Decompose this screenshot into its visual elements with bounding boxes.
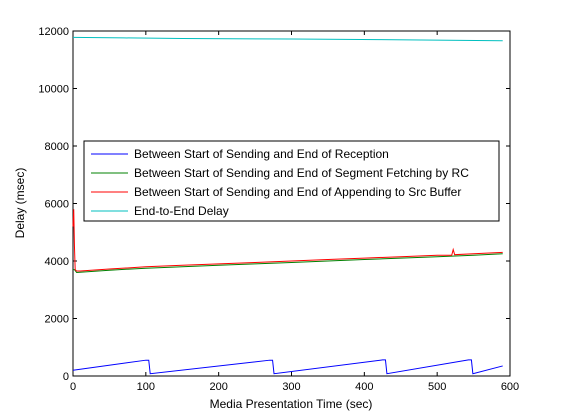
x-tick-label: 500 bbox=[428, 381, 446, 393]
x-tick-label: 200 bbox=[209, 381, 227, 393]
series-line-3 bbox=[72, 209, 503, 272]
legend: Between Start of Sending and End of Rece… bbox=[83, 140, 500, 222]
y-axis-ticks: 0 2000 4000 6000 8000 10000 12000 bbox=[38, 26, 510, 383]
x-tick-label: 100 bbox=[137, 381, 155, 393]
legend-label: End-to-End Delay bbox=[134, 204, 229, 218]
legend-label: Between Start of Sending and End of Segm… bbox=[134, 166, 469, 180]
series-line-2 bbox=[73, 253, 503, 274]
legend-label: Between Start of Sending and End of Rece… bbox=[134, 147, 389, 161]
y-tick-label: 10000 bbox=[38, 84, 69, 96]
y-tick-label: 8000 bbox=[45, 141, 69, 153]
x-tick-label: 400 bbox=[355, 381, 373, 393]
y-tick-label: 2000 bbox=[45, 314, 69, 326]
series-line-1 bbox=[72, 359, 503, 375]
y-tick-label: 6000 bbox=[45, 199, 69, 211]
x-tick-label: 300 bbox=[282, 381, 300, 393]
x-tick-label: 0 bbox=[70, 381, 76, 393]
y-tick-label: 12000 bbox=[38, 26, 69, 38]
y-axis-label: Delay (msec) bbox=[13, 168, 27, 239]
series-line-4 bbox=[72, 36, 503, 42]
legend-label: Between Start of Sending and End of Appe… bbox=[134, 185, 461, 199]
legend-box bbox=[83, 140, 500, 222]
y-tick-label: 4000 bbox=[45, 256, 69, 268]
series-layer bbox=[72, 36, 503, 375]
x-axis-label: Media Presentation Time (sec) bbox=[210, 397, 373, 411]
y-tick-label: 0 bbox=[63, 371, 69, 383]
x-tick-label: 600 bbox=[501, 381, 519, 393]
x-axis-ticks: 0 100 200 300 400 500 600 bbox=[70, 31, 519, 393]
